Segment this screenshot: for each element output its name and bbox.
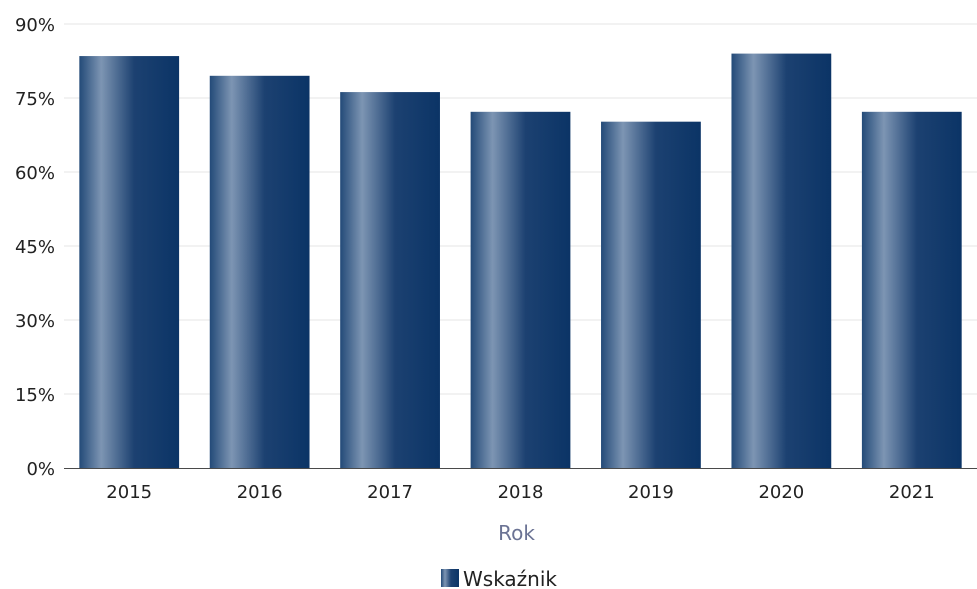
x-tick-label: 2016 <box>237 482 283 503</box>
bars <box>79 53 962 469</box>
x-tick-label: 2017 <box>367 482 413 503</box>
y-tick-label: 45% <box>15 237 55 258</box>
bar-2021[interactable] <box>861 111 962 469</box>
y-axis-labels: 0% 15% 30% 45% 60% 75% 90% <box>15 15 55 480</box>
legend-swatch <box>441 569 459 587</box>
x-axis-labels: 2015 2016 2017 2018 2019 2020 2021 <box>106 482 934 503</box>
x-tick-label: 2020 <box>758 482 804 503</box>
bar-2018[interactable] <box>470 111 571 469</box>
y-tick-label: 90% <box>15 15 55 36</box>
bar-2015[interactable] <box>79 56 180 469</box>
y-tick-label: 60% <box>15 163 55 184</box>
x-tick-label: 2015 <box>106 482 152 503</box>
bar-2020[interactable] <box>731 53 832 468</box>
legend[interactable]: Wskaźnik <box>441 567 557 589</box>
legend-label: Wskaźnik <box>463 567 557 589</box>
bar-2016[interactable] <box>209 75 310 469</box>
y-tick-label: 15% <box>15 385 55 406</box>
x-axis-title: Rok <box>498 521 535 545</box>
bar-2017[interactable] <box>340 92 440 468</box>
x-tick-label: 2021 <box>889 482 935 503</box>
y-tick-label: 0% <box>26 459 55 480</box>
x-tick-label: 2018 <box>498 482 544 503</box>
x-tick-label: 2019 <box>628 482 674 503</box>
y-tick-label: 30% <box>15 311 55 332</box>
y-tick-label: 75% <box>15 89 55 110</box>
bar-2019[interactable] <box>601 121 701 469</box>
